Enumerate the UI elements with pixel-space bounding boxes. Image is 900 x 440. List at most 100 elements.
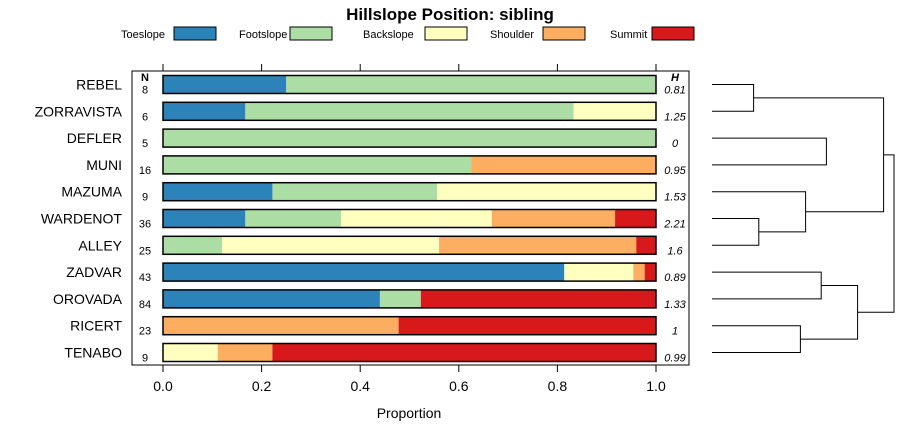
n-value-ricert: 23 [139, 326, 151, 338]
legend-label-footslope: Footslope [239, 29, 287, 41]
legend-label-summit: Summit [610, 29, 647, 41]
row-label-rebel: REBEL [76, 77, 122, 93]
legend-swatch-footslope [289, 26, 333, 41]
bar-rebel-toeslope [163, 75, 287, 94]
n-value-orovada: 84 [139, 299, 151, 311]
bar-alley-footslope [163, 236, 223, 255]
bar-zadvar-shoulder [633, 263, 645, 282]
n-value-mazuma: 9 [142, 192, 148, 204]
bar-orovada-toeslope [163, 289, 380, 308]
bar-tenabo-shoulder [217, 343, 273, 362]
dendrogram-link-1 [712, 137, 827, 166]
h-value-zorravista: 1.25 [664, 111, 686, 123]
n-value-rebel: 8 [142, 85, 148, 97]
n-value-tenabo: 9 [142, 353, 148, 365]
dendrogram-link-2 [712, 218, 760, 246]
row-label-muni: MUNI [86, 157, 122, 173]
h-value-ricert: 1 [672, 326, 678, 338]
legend-label-backslope: Backslope [363, 29, 414, 41]
bar-alley-shoulder [439, 236, 637, 255]
row-label-mazuma: MAZUMA [61, 184, 122, 200]
row-labels: REBEL ZORRAVISTA DEFLER MUNI MAZUMA WARDENOT A… [35, 77, 123, 361]
bar-outline-tenabo [162, 342, 657, 363]
dendrogram-link-6 [712, 325, 801, 353]
x-tick-label-5: 1.0 [646, 378, 666, 394]
row-label-ricert: RICERT [70, 318, 122, 334]
bar-outline-zadvar [162, 262, 657, 282]
bar-wardenot-toeslope [163, 209, 246, 228]
h-value-rebel: 0.81 [664, 85, 685, 97]
dendrogram-link-0 [712, 84, 755, 112]
dendrogram-link-4 [753, 97, 885, 213]
bar-zadvar-summit [644, 263, 656, 282]
bar-outline-ricert [162, 315, 657, 336]
x-tick-label-1: 0.2 [252, 378, 272, 394]
n-value-defler: 5 [142, 138, 148, 150]
legend: Toeslope Footslope Backslope Shoulder Summit [121, 26, 695, 41]
bar-mazuma-toeslope [163, 182, 273, 201]
bar-rebel-footslope [286, 75, 656, 94]
row-label-wardenot: WARDENOT [41, 211, 123, 227]
bar-zorravista-backslope [573, 102, 656, 121]
bar-outline-wardenot [162, 208, 657, 229]
n-value-wardenot: 36 [139, 219, 151, 231]
bar-outline-orovada [162, 289, 657, 309]
h-value-muni: 0.95 [664, 165, 686, 177]
n-column: N8 6 5 16 9 36 25 43 84 23 9 [139, 72, 151, 365]
legend-swatch-summit [651, 26, 695, 41]
bars [162, 74, 657, 363]
legend-swatch-shoulder [542, 26, 586, 41]
h-value-zadvar: 0.89 [664, 272, 685, 284]
plot-frame [131, 70, 690, 366]
h-header: H [671, 72, 680, 84]
row-label-zadvar: ZADVAR [66, 264, 122, 280]
row-label-alley: ALLEY [78, 237, 122, 253]
bar-ricert-shoulder [163, 316, 399, 335]
h-value-alley: 1.6 [667, 245, 683, 257]
bar-outline-zorravista [162, 101, 657, 122]
x-tick-label-4: 0.8 [548, 378, 568, 394]
x-tick-label-2: 0.4 [350, 378, 370, 394]
legend-swatch-backslope [424, 26, 468, 41]
bar-tenabo-summit [272, 343, 656, 362]
row-label-orovada: OROVADA [53, 291, 123, 307]
bar-outline-rebel [162, 74, 657, 95]
h-value-wardenot: 2.21 [663, 219, 685, 231]
h-column: H0.81 1.25 0 0.95 1.53 2.21 1.6 0.89 1.33 1 0.99 [663, 72, 686, 365]
bar-wardenot-footslope [245, 209, 341, 228]
n-value-alley: 25 [139, 245, 151, 257]
bar-alley-backslope [222, 236, 440, 255]
dendrogram-link-5 [712, 271, 822, 300]
row-label-zorravista: ZORRAVISTA [35, 103, 123, 119]
h-value-defler: 0 [672, 138, 679, 150]
x-axis: 0.0 0.2 0.4 0.6 0.8 1.0 [153, 365, 666, 394]
bar-zadvar-toeslope [163, 263, 565, 282]
bar-muni-shoulder [471, 155, 656, 174]
bar-outline-mazuma [162, 181, 657, 202]
dendrogram-link-7 [800, 285, 859, 340]
bar-muni-footslope [163, 155, 472, 174]
bar-alley-summit [636, 236, 656, 255]
bar-wardenot-summit [615, 209, 656, 228]
h-value-tenabo: 0.99 [664, 353, 685, 365]
bar-zadvar-backslope [564, 263, 634, 282]
bar-mazuma-footslope [272, 182, 438, 201]
bar-wardenot-backslope [340, 209, 492, 228]
n-header: N [141, 72, 149, 84]
legend-label-toeslope: Toeslope [121, 29, 165, 41]
dendrogram [712, 84, 895, 353]
bar-zorravista-footslope [245, 102, 574, 121]
chart-title: Hillslope Position: sibling [346, 5, 554, 24]
bar-outline-defler [162, 128, 657, 148]
bar-ricert-summit [398, 316, 656, 335]
row-label-defler: DEFLER [67, 130, 122, 146]
h-value-mazuma: 1.53 [664, 192, 686, 204]
bar-defler-footslope [163, 129, 656, 148]
bar-orovada-footslope [379, 289, 421, 308]
bar-orovada-summit [420, 289, 656, 308]
bar-zorravista-toeslope [163, 102, 246, 121]
n-value-zorravista: 6 [142, 111, 148, 123]
n-value-zadvar: 43 [139, 272, 151, 284]
dendrogram-link-8 [857, 154, 895, 313]
